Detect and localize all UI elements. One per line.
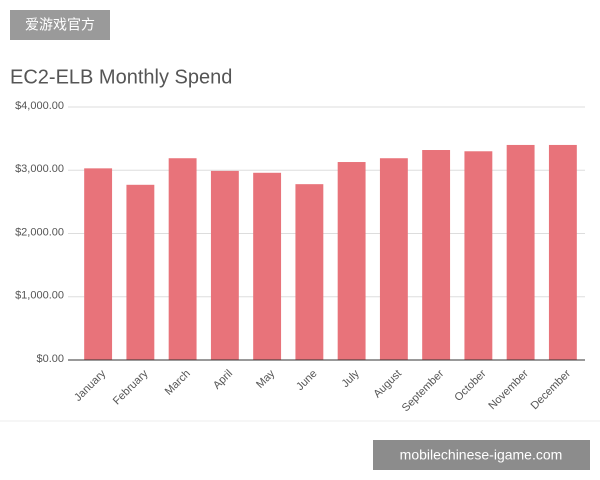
watermark: mobilechinese-igame.com	[400, 447, 563, 463]
bar	[379, 158, 408, 360]
bar	[253, 172, 282, 360]
bar	[84, 168, 113, 360]
bar	[506, 144, 535, 360]
chart-title: EC2-ELB Monthly Spend	[10, 66, 232, 88]
bar	[337, 162, 366, 360]
bar	[422, 150, 451, 360]
y-tick-label: $1,000.00	[15, 290, 64, 302]
x-tick-label: September	[400, 367, 447, 414]
bar	[295, 184, 324, 360]
x-tick-label: December	[529, 367, 574, 412]
y-tick-label: $4,000.00	[15, 100, 64, 112]
x-tick-label: July	[339, 367, 362, 390]
x-tick-label: November	[486, 367, 531, 412]
watermark: 爱游戏官方	[25, 17, 95, 33]
bar	[210, 170, 239, 360]
x-tick-label: October	[452, 367, 488, 403]
x-tick-label: January	[72, 367, 109, 404]
x-tick-label: August	[371, 368, 404, 401]
bar	[168, 158, 197, 360]
bar	[464, 151, 493, 360]
y-tick-label: $2,000.00	[15, 226, 64, 238]
y-tick-label: $0.00	[36, 353, 64, 365]
bar	[126, 184, 155, 360]
watermark-box	[10, 10, 110, 40]
x-tick-label: March	[163, 368, 193, 398]
watermark-box	[373, 440, 590, 470]
bar	[548, 144, 577, 360]
y-tick-label: $3,000.00	[15, 163, 64, 175]
x-tick-label: May	[254, 367, 278, 391]
x-tick-label: February	[111, 367, 151, 407]
x-tick-label: June	[294, 368, 319, 393]
x-tick-label: April	[211, 368, 235, 392]
